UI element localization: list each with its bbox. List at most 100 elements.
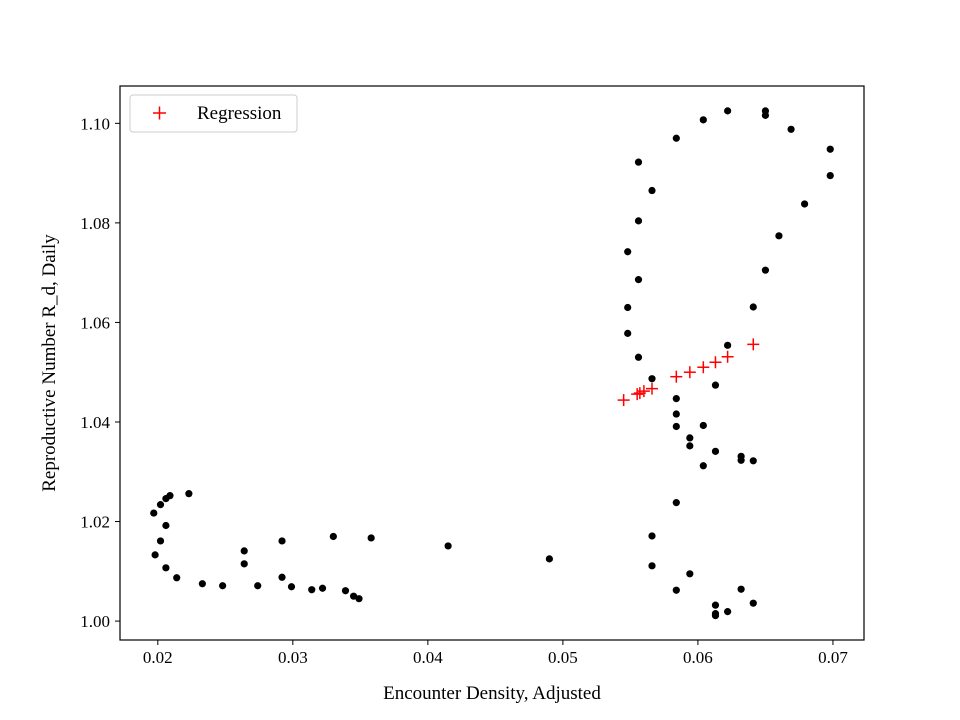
data-point [329,532,337,541]
y-tick-label: 1.10 [80,114,110,133]
data-point [219,582,227,590]
data-point [624,248,632,256]
data-point [173,574,181,582]
x-tick-label: 0.04 [413,648,443,667]
x-tick-label: 0.02 [143,648,173,667]
y-axis-ticks: 1.00 1.02 1.04 1.06 1.08 1.10 [80,114,120,631]
data-point [761,266,770,274]
data-point [672,134,680,142]
data-point [349,592,358,600]
data-point [672,499,680,507]
data-point [737,456,745,464]
data-point [711,447,720,455]
data-point [634,158,643,166]
data-point [672,394,680,403]
data-point [624,303,632,312]
data-point [648,186,656,195]
regression-point [637,385,650,398]
data-point [198,580,206,588]
data-point [648,562,656,570]
data-point [240,547,248,555]
data-point [162,495,170,503]
x-tick-label: 0.07 [818,648,848,667]
regression-point [697,361,710,374]
data-point [761,107,770,115]
data-point [648,375,656,383]
regression-point [709,356,722,369]
x-tick-label: 0.03 [278,648,308,667]
data-point [711,601,720,609]
data-point [254,582,262,590]
data-point [624,329,632,337]
x-tick-label: 0.05 [548,648,578,667]
y-tick-label: 1.00 [80,612,110,631]
data-point [737,585,745,593]
data-point [711,610,720,618]
data-point [185,490,193,498]
series-regression [617,338,760,407]
data-point [724,107,732,115]
regression-point [631,388,644,401]
series-observed [150,107,834,620]
y-tick-label: 1.08 [80,214,110,233]
data-point [156,537,165,545]
data-point [749,457,757,465]
x-axis-ticks: 0.02 0.03 0.04 0.05 0.06 0.07 [143,640,848,667]
regression-point [646,382,659,395]
data-point [699,116,707,124]
regression-point [617,394,630,407]
y-tick-label: 1.04 [80,413,110,432]
plot-area [120,86,864,640]
data-point [775,232,783,240]
data-point [800,200,809,208]
data-point [634,217,643,225]
data-point [355,595,363,603]
y-tick-label: 1.06 [80,313,110,332]
data-point [341,587,350,595]
data-point [711,381,720,389]
data-point [724,341,732,349]
data-point [308,586,316,594]
data-point [156,501,165,509]
x-tick-label: 0.06 [683,648,713,667]
data-point [724,608,732,616]
legend-label-regression: Regression [197,103,282,124]
data-point [699,462,707,470]
data-point [672,410,680,418]
data-point [150,509,158,517]
regression-point [747,338,760,351]
y-tick-label: 1.02 [80,513,110,532]
data-point [444,542,452,550]
y-axis-label: Reproductive Number R_d, Daily [39,234,60,492]
series-layer [150,107,834,620]
regression-point [721,350,734,363]
data-point [162,521,170,530]
data-point [151,551,159,559]
data-point [749,599,757,607]
data-point [240,560,248,568]
data-point [367,534,375,542]
data-point [278,537,286,545]
data-point [648,532,656,540]
legend: Regression [129,94,298,133]
legend-box [129,94,298,133]
data-point [826,145,834,153]
data-point [749,303,757,311]
legend-marker-regression [153,106,166,120]
x-axis-label: Encounter Density, Adjusted [383,683,601,704]
data-point [634,276,643,284]
data-point [672,586,680,594]
data-point [686,570,694,578]
data-point [278,573,286,581]
data-point [699,421,707,430]
data-point [287,583,296,591]
regression-point [683,366,696,379]
data-point [545,555,553,563]
data-point [686,442,694,450]
data-point [826,171,834,180]
data-point [672,422,680,431]
data-point [162,564,170,572]
data-point [787,125,795,133]
plot-frame [119,85,865,641]
